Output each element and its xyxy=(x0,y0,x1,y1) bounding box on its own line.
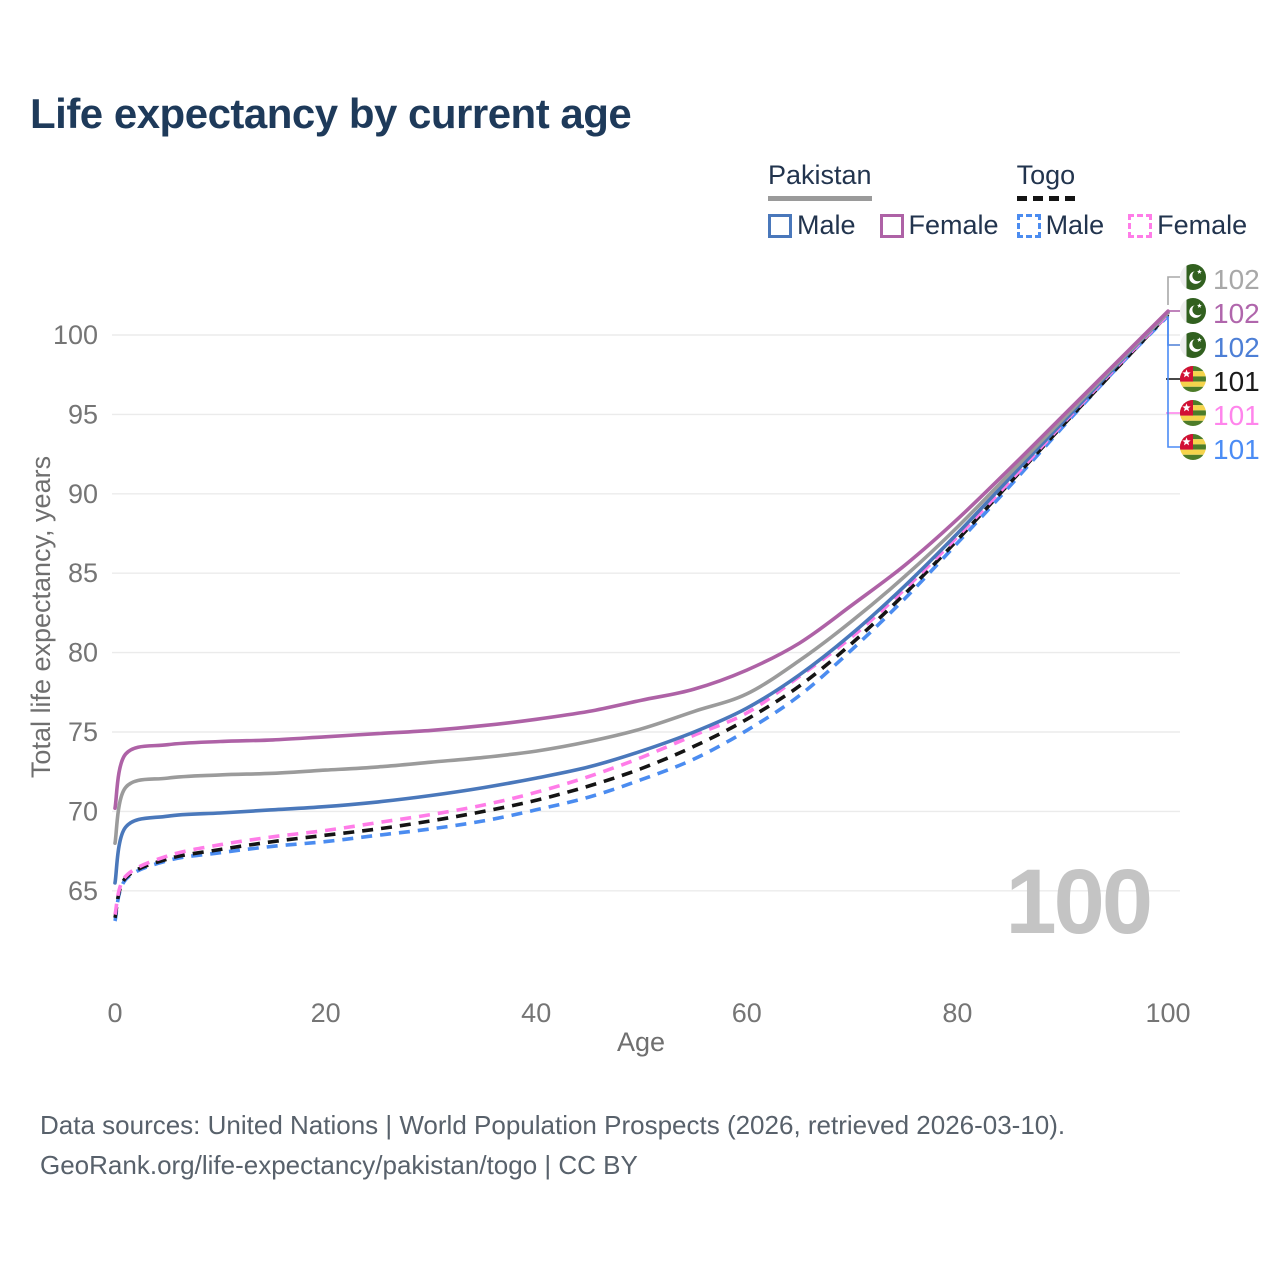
leader-line-2 xyxy=(1167,317,1180,346)
series-line-togo_female xyxy=(113,313,1170,916)
legend-label-togo-female: Female xyxy=(1157,210,1248,240)
x-tick-20: 20 xyxy=(311,998,341,1028)
series-line-pakistan_male xyxy=(113,311,1170,885)
legend-item-pakistan-female[interactable]: Female xyxy=(879,210,999,241)
leader-line-0 xyxy=(1167,276,1180,305)
y-tick-70: 70 xyxy=(68,796,98,826)
legend-items-pakistan: Male Female xyxy=(768,210,999,241)
x-tick-60: 60 xyxy=(732,998,762,1028)
togo-female-swatch-icon xyxy=(1128,213,1153,238)
y-tick-85: 85 xyxy=(68,558,98,588)
togo-male-swatch-icon xyxy=(1016,213,1041,238)
series-line-togo_both xyxy=(113,313,1170,919)
y-tick-75: 75 xyxy=(68,717,98,747)
footer: Data sources: United Nations | World Pop… xyxy=(40,1105,1065,1185)
y-tick-80: 80 xyxy=(68,638,98,668)
age-ticker-watermark: 100 xyxy=(1005,851,1153,953)
x-tick-40: 40 xyxy=(521,998,551,1028)
footer-attribution: GeoRank.org/life-expectancy/pakistan/tog… xyxy=(40,1150,638,1180)
legend-item-pakistan-male[interactable]: Male xyxy=(768,210,856,241)
x-tick-80: 80 xyxy=(942,998,972,1028)
series-line-togo_male xyxy=(113,314,1170,922)
x-tick-0: 0 xyxy=(107,998,122,1028)
x-axis-title: Age xyxy=(617,1027,665,1057)
footer-datasource: Data sources: United Nations | World Pop… xyxy=(40,1110,1066,1140)
legend-item-togo-female[interactable]: Female xyxy=(1128,210,1247,241)
series-line-pakistan_both xyxy=(113,311,1170,845)
legend-label-togo-male: Male xyxy=(1045,210,1105,240)
series-line-pakistan_female xyxy=(113,309,1170,810)
legend-country-togo: Togo xyxy=(1016,160,1076,201)
x-tick-100: 100 xyxy=(1145,998,1190,1028)
y-tick-95: 95 xyxy=(68,399,98,429)
y-tick-100: 100 xyxy=(53,320,98,350)
y-tick-90: 90 xyxy=(68,479,98,509)
legend-item-togo-male[interactable]: Male xyxy=(1016,210,1105,241)
legend-label-pakistan-female: Female xyxy=(908,210,999,240)
legend-group-pakistan: Pakistan Male Female xyxy=(768,160,999,241)
legend-items-togo: Male Female xyxy=(1016,210,1247,241)
legend: Pakistan Male Female Togo Male xyxy=(768,160,1247,241)
y-tick-65: 65 xyxy=(68,876,98,906)
legend-label-pakistan-male: Male xyxy=(797,210,856,240)
leader-lines xyxy=(1166,276,1180,448)
legend-group-togo: Togo Male Female xyxy=(1016,160,1247,241)
gridlines xyxy=(112,334,1180,892)
y-axis-title: Total life expectancy, years xyxy=(26,456,56,778)
page-title: Life expectancy by current age xyxy=(30,90,632,137)
leader-line-5 xyxy=(1167,317,1180,448)
pakistan-female-swatch-icon xyxy=(879,213,904,238)
series-lines xyxy=(113,309,1170,922)
legend-country-pakistan: Pakistan xyxy=(768,160,872,201)
axis-tick-labels: 65 70 75 80 85 90 95 100 0 20 40 60 80 100 xyxy=(53,320,1191,1028)
pakistan-male-swatch-icon xyxy=(768,213,792,238)
